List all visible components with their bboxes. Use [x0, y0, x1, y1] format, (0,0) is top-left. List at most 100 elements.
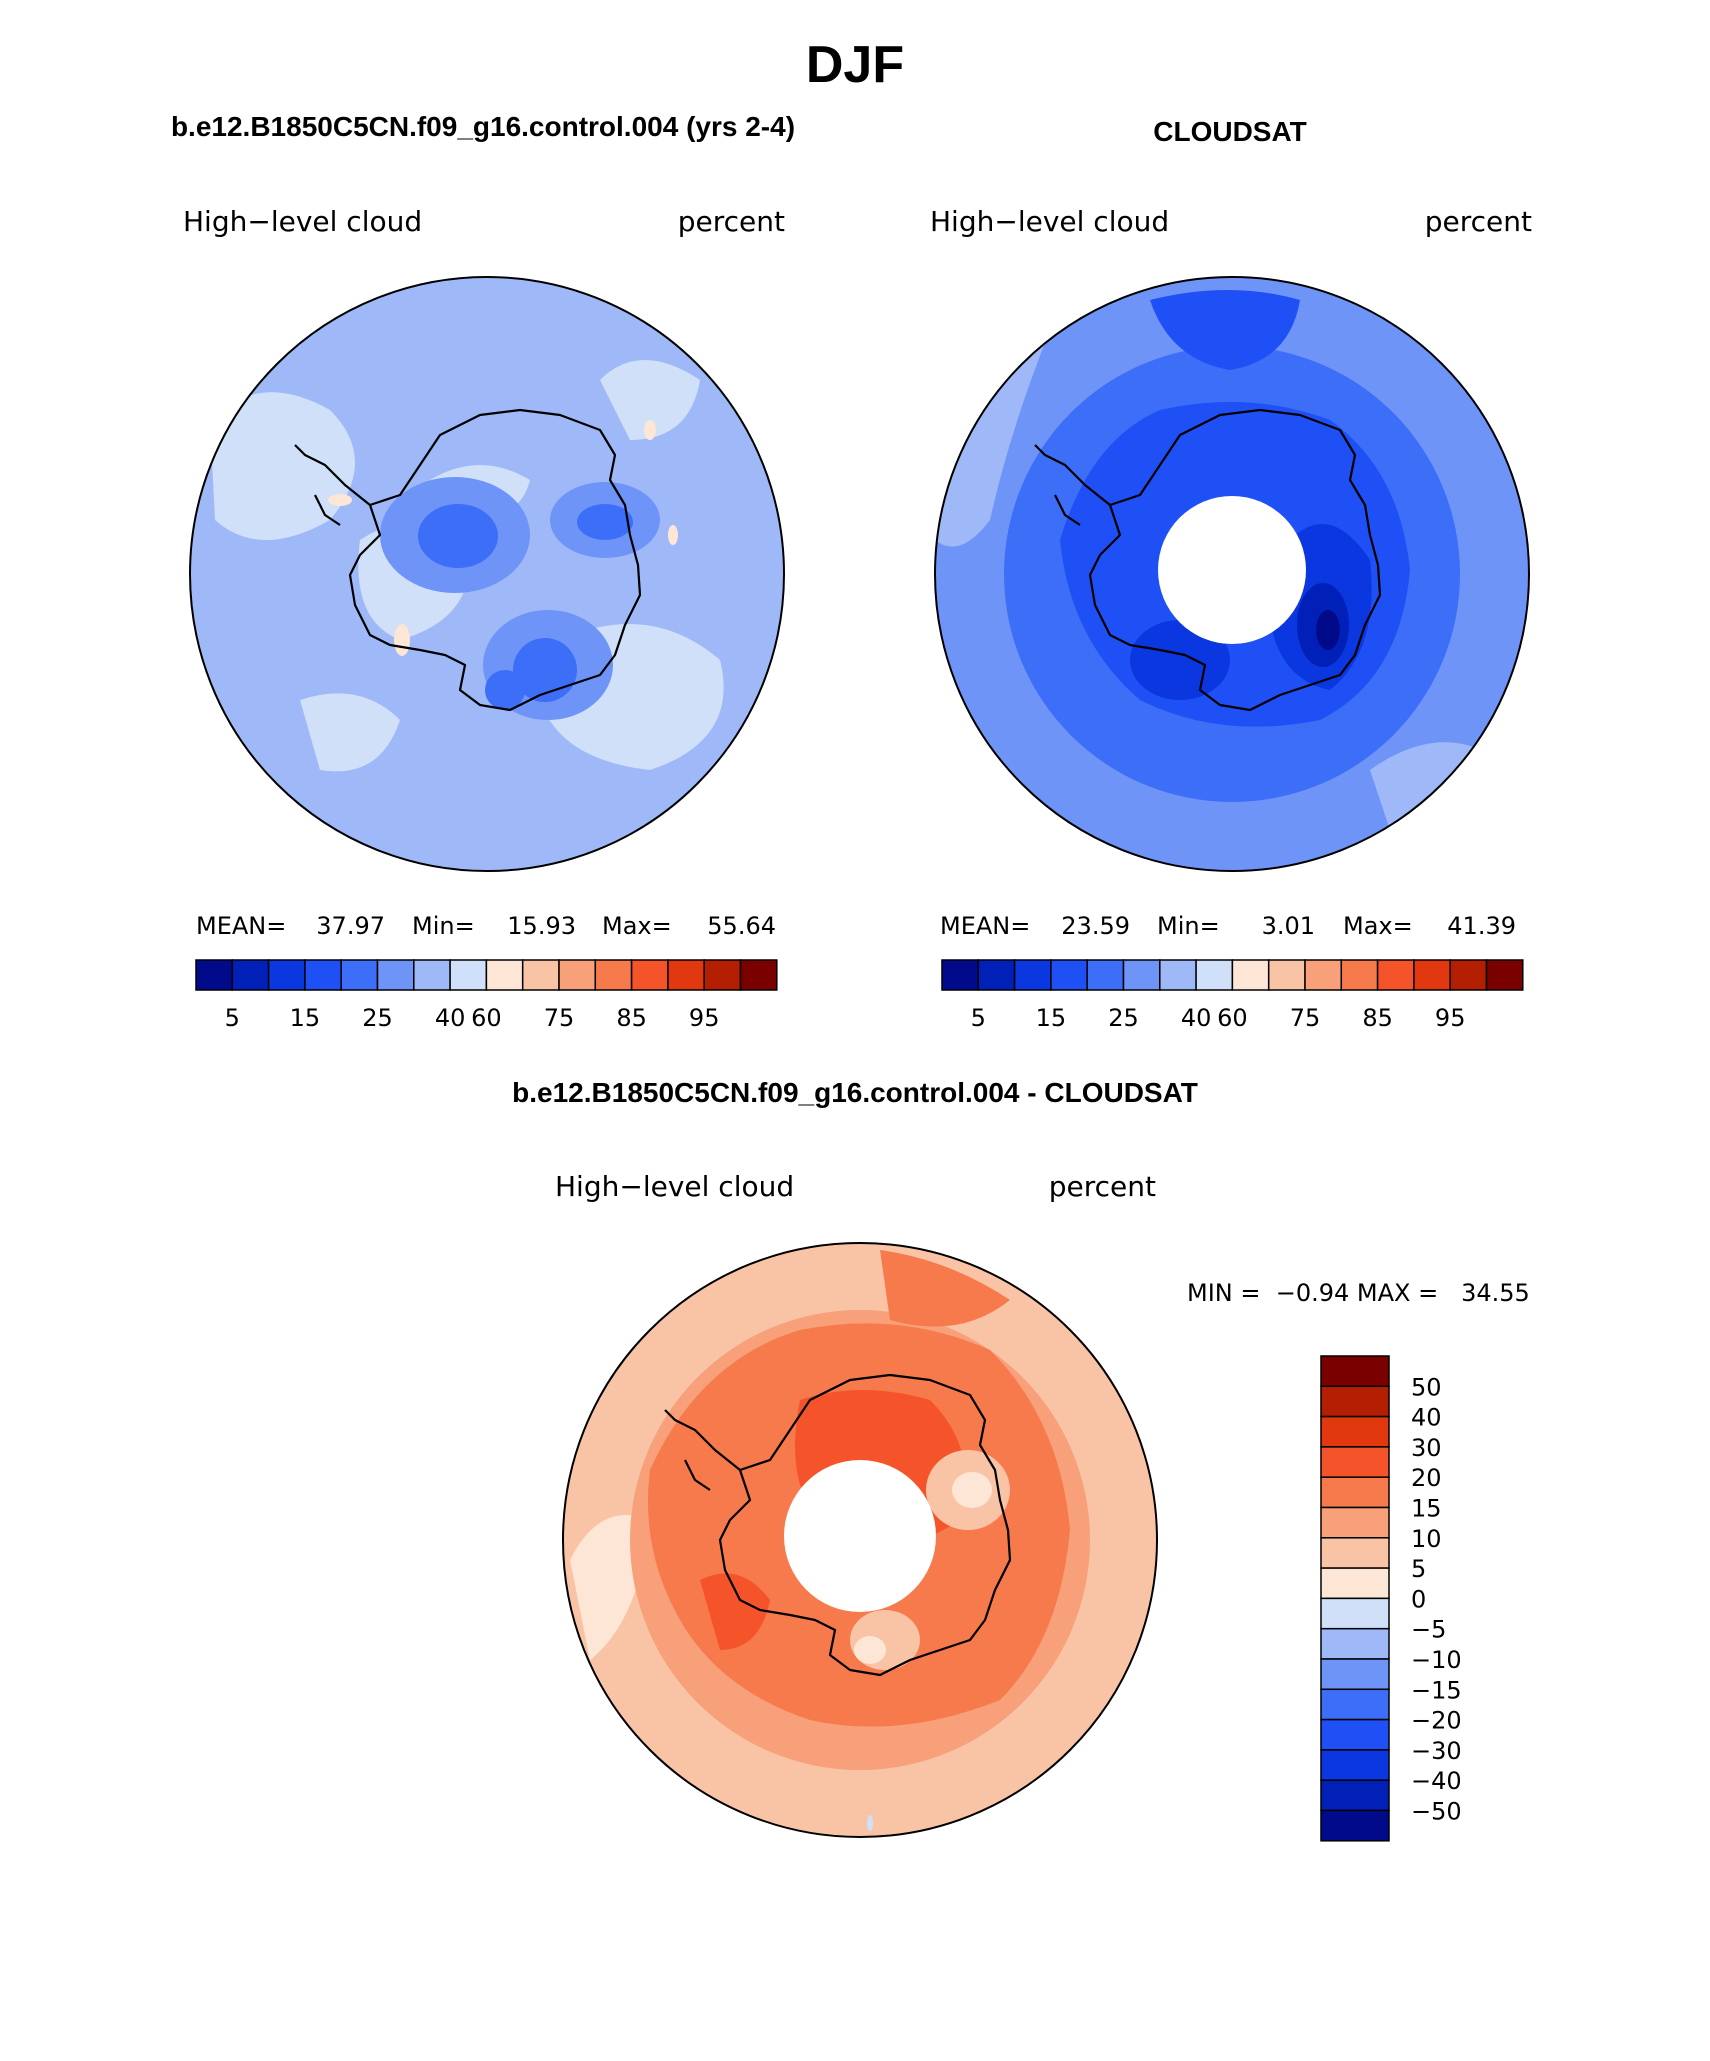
obs-colorbar-tick-label: 15 [1036, 1004, 1067, 1032]
model-colorbar-tick-label: 95 [689, 1004, 720, 1032]
diff-colorbar-tick-label: 40 [1411, 1404, 1442, 1432]
diff-colorbar-tick-label: 50 [1411, 1373, 1442, 1401]
model-colorbar-swatch [739, 959, 778, 991]
obs-mean-label: MEAN= [940, 912, 1030, 940]
obs-colorbar-swatch [1304, 959, 1343, 991]
model-min-label: Min= [412, 912, 475, 940]
model-colorbar-swatch [304, 959, 342, 991]
model-colorbar-swatch [267, 959, 306, 991]
diff-colorbar-swatch [1320, 1537, 1390, 1569]
model-colorbar-swatch [521, 959, 560, 991]
obs-min-label: Min= [1157, 912, 1220, 940]
diff-colorbar-tick-label: −15 [1411, 1676, 1462, 1704]
model-colorbar: 5 15 25 40 60 75 85 95 [195, 959, 778, 1032]
diff-colorbar-swatch [1320, 1809, 1390, 1842]
obs-stats: MEAN= 23.59 Min= 3.01 Max= 41.39 [940, 912, 1516, 940]
diff-colorbar-tick-label: 0 [1411, 1585, 1426, 1613]
obs-colorbar-swatch [1013, 959, 1052, 991]
model-max-label: Max= [602, 912, 672, 940]
obs-colorbar-swatch [1267, 959, 1306, 991]
diff-units-label: percent [1049, 1170, 1156, 1203]
model-colorbar-swatch [195, 959, 234, 991]
obs-max-label: Max= [1343, 912, 1413, 940]
model-colorbar-swatch [703, 959, 742, 991]
diff-colorbar-tick-label: 10 [1411, 1525, 1442, 1553]
model-panel: High−level cloud percent MEAN= [183, 205, 785, 1032]
diff-field-map [563, 1243, 1157, 1837]
obs-colorbar-swatch [1485, 959, 1524, 991]
obs-colorbar-tick-label: 5 [971, 1004, 986, 1032]
model-field-map [190, 277, 784, 871]
model-min-value: 15.93 [507, 912, 576, 940]
diff-colorbar-swatch [1320, 1476, 1390, 1509]
obs-colorbar-tick-label: 40 [1181, 1004, 1212, 1032]
diff-variable-label: High−level cloud [555, 1170, 794, 1203]
obs-colorbar-swatch [941, 959, 980, 991]
obs-colorbar-tick-label: 95 [1435, 1004, 1466, 1032]
diff-panel: High−level cloud percent MIN = −0.94 MAX… [555, 1170, 1530, 1842]
obs-units-label: percent [1425, 205, 1532, 238]
diff-colorbar-tick-label: −10 [1411, 1646, 1462, 1674]
diff-colorbar-tick-label: −40 [1411, 1767, 1462, 1795]
diff-colorbar-swatch [1320, 1355, 1390, 1388]
diff-colorbar-swatch [1320, 1749, 1390, 1781]
diff-colorbar-swatch [1320, 1779, 1390, 1812]
diff-colorbar-swatch [1320, 1567, 1390, 1600]
diff-panel-title: b.e12.B1850C5CN.f09_g16.control.004 - CL… [512, 1077, 1198, 1108]
obs-colorbar-swatch [1413, 959, 1451, 991]
diff-colorbar-tick-label: −5 [1411, 1616, 1446, 1644]
model-colorbar-swatch [376, 959, 415, 991]
model-mean-label: MEAN= [196, 912, 286, 940]
obs-panel: High−level cloud percent MEAN= 23.59 Min… [930, 205, 1532, 1032]
model-panel-title: b.e12.B1850C5CN.f09_g16.control.004 (yrs… [171, 111, 795, 142]
diff-colorbar-tick-label: 5 [1411, 1555, 1426, 1583]
model-colorbar-swatch [485, 959, 524, 991]
diff-colorbar-swatch [1320, 1658, 1390, 1691]
obs-colorbar-swatch [1340, 959, 1379, 991]
obs-colorbar-swatch [1159, 959, 1197, 991]
obs-colorbar-swatch [1086, 959, 1125, 991]
diff-map-border [562, 1242, 1158, 1838]
model-colorbar-swatch [594, 959, 633, 991]
obs-colorbar-swatch [1050, 959, 1088, 991]
obs-colorbar-swatch [1376, 959, 1415, 991]
diff-colorbar-swatch [1320, 1597, 1390, 1630]
diff-colorbar-tick-label: −50 [1411, 1798, 1462, 1826]
diff-colorbar-tick-label: −20 [1411, 1707, 1462, 1735]
model-colorbar-tick-label: 60 [471, 1004, 502, 1032]
obs-colorbar-tick-label: 60 [1217, 1004, 1248, 1032]
obs-min-value: 3.01 [1262, 912, 1315, 940]
diff-colorbar-swatch [1320, 1446, 1390, 1478]
model-colorbar-tick-label: 15 [290, 1004, 321, 1032]
obs-mean-value: 23.59 [1061, 912, 1130, 940]
model-colorbar-swatch [630, 959, 669, 991]
model-colorbar-swatch [449, 959, 488, 991]
model-colorbar-tick-label: 40 [435, 1004, 466, 1032]
model-colorbar-swatch [340, 959, 379, 991]
diff-colorbar-swatch [1320, 1415, 1390, 1448]
model-colorbar-swatch [667, 959, 705, 991]
model-colorbar-tick-label: 85 [616, 1004, 647, 1032]
obs-colorbar-swatch [1195, 959, 1234, 991]
obs-max-value: 41.39 [1447, 912, 1516, 940]
diff-colorbar-swatch [1320, 1506, 1390, 1539]
model-colorbar-swatch [413, 959, 451, 991]
obs-variable-label: High−level cloud [930, 205, 1169, 238]
model-colorbar-tick-label: 25 [362, 1004, 393, 1032]
model-mean-value: 37.97 [316, 912, 385, 940]
obs-colorbar-tick-label: 25 [1108, 1004, 1139, 1032]
diff-colorbar-tick-label: −30 [1411, 1737, 1462, 1765]
obs-colorbar-tick-label: 75 [1290, 1004, 1321, 1032]
diff-colorbar-swatch [1320, 1718, 1390, 1751]
obs-colorbar-swatch [1122, 959, 1161, 991]
obs-map-border [934, 276, 1530, 872]
model-colorbar-tick-label: 5 [225, 1004, 240, 1032]
diff-minmax-label: MIN = −0.94 MAX = 34.55 [1187, 1279, 1530, 1307]
diff-colorbar-tick-label: 15 [1411, 1495, 1442, 1523]
diff-colorbar-swatch [1320, 1627, 1390, 1660]
season-title: DJF [806, 36, 904, 94]
diff-colorbar-swatch [1320, 1688, 1390, 1721]
obs-field-map [935, 277, 1529, 871]
model-variable-label: High−level cloud [183, 205, 422, 238]
